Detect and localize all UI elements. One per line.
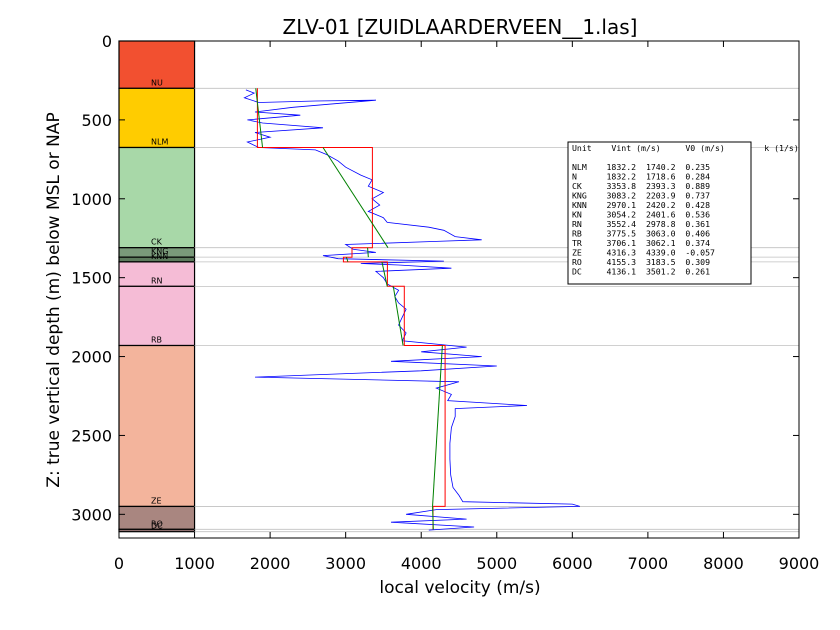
table-row: DC 4136.1 3501.2 0.261	[572, 267, 710, 277]
y-tick-label: 0	[102, 32, 112, 51]
series-linear-fit-segment	[381, 261, 388, 287]
unit-label-dc: DC	[151, 522, 163, 531]
unit-label-ro: RO	[151, 519, 163, 528]
unit-label-nlm: NLM	[151, 138, 168, 147]
table-row: CK 3353.8 2393.3 0.889	[572, 181, 710, 191]
table-row: TR 3706.1 3062.1 0.374	[572, 238, 710, 248]
unit-label-nu: NU	[151, 78, 163, 87]
y-tick-label: 3000	[71, 505, 112, 524]
y-tick-label: 2000	[71, 348, 112, 367]
x-tick-label: 1000	[174, 554, 215, 573]
unit-label-kng: KNG	[151, 247, 168, 256]
table-frame	[567, 141, 752, 285]
plot-frame	[118, 40, 800, 539]
y-tick-label: 1000	[71, 190, 112, 209]
series-linear-fit-segment	[432, 506, 434, 530]
x-tick-label: 3000	[325, 554, 366, 573]
unit-block-ck	[118, 146, 196, 249]
unit-block-rb	[118, 285, 196, 347]
table-row: RB 3775.5 3063.0 0.406	[572, 229, 710, 239]
unit-block-nlm	[118, 87, 196, 149]
table-row: KN 3054.2 2401.6 0.536	[572, 210, 710, 220]
table-row: NLM 1832.2 1740.2 0.235	[572, 162, 710, 172]
x-tick-label: 6000	[552, 554, 593, 573]
table-row: RN 3552.4 2978.8 0.361	[572, 219, 710, 229]
series-log	[243, 89, 581, 531]
x-tick-label: 0	[114, 554, 124, 573]
table-header: Unit Vint (m/s) V0 (m/s) k (1/s)	[572, 143, 799, 153]
x-tick-label: 7000	[628, 554, 669, 573]
table-row: ZE 4316.3 4339.0 -0.057	[572, 248, 715, 258]
table-row: RO 4155.3 3183.5 0.309	[572, 257, 710, 267]
unit-label-ck: CK	[151, 238, 163, 247]
x-tick-label: 9000	[779, 554, 820, 573]
series-linear-fit-segment	[255, 88, 264, 148]
y-tick-label: 1500	[71, 269, 112, 288]
table-row: N 1832.2 1718.6 0.284	[572, 172, 710, 182]
x-tick-label: 5000	[476, 554, 517, 573]
unit-label-rn: RN	[151, 276, 163, 285]
velocity-table: Unit Vint (m/s) V0 (m/s) k (1/s) NLM 183…	[567, 141, 799, 285]
unit-block-ze	[118, 344, 196, 508]
series-interval	[256, 88, 446, 530]
series-linear-fit-segment	[392, 286, 404, 346]
unit-label-knn: KNN	[151, 252, 168, 261]
x-tick-label: 2000	[250, 554, 291, 573]
unit-label-ze: ZE	[151, 496, 162, 505]
y-tick-label: 500	[81, 111, 112, 130]
unit-label-rb: RB	[151, 336, 162, 345]
series-linear-fit-segment	[322, 147, 389, 248]
x-tick-label: 4000	[401, 554, 442, 573]
series-linear-fit-segment	[432, 345, 443, 507]
y-axis-title: Z: true vertical depth (m) below MSL or …	[44, 112, 64, 487]
series-group	[243, 88, 581, 531]
table-row: KNG 3083.2 2203.9 0.737	[572, 191, 710, 201]
x-tick-label: 8000	[703, 554, 744, 573]
chart-title: ZLV-01 [ZUIDLAARDERVEEN__1.las]	[283, 15, 638, 39]
unit-block-nu	[118, 40, 196, 89]
series-linear-fit-segment	[345, 257, 349, 263]
x-axis-title: local velocity (m/s)	[379, 578, 540, 598]
series-linear-fit-segment	[367, 247, 369, 258]
axis-ticks: 0 1000 2000 3000 4000 5000 6000 7000 8000 9000 0 50…	[71, 32, 819, 573]
y-tick-label: 2500	[71, 426, 112, 445]
table-row: KNN 2970.1 2420.2 0.428	[572, 200, 710, 210]
